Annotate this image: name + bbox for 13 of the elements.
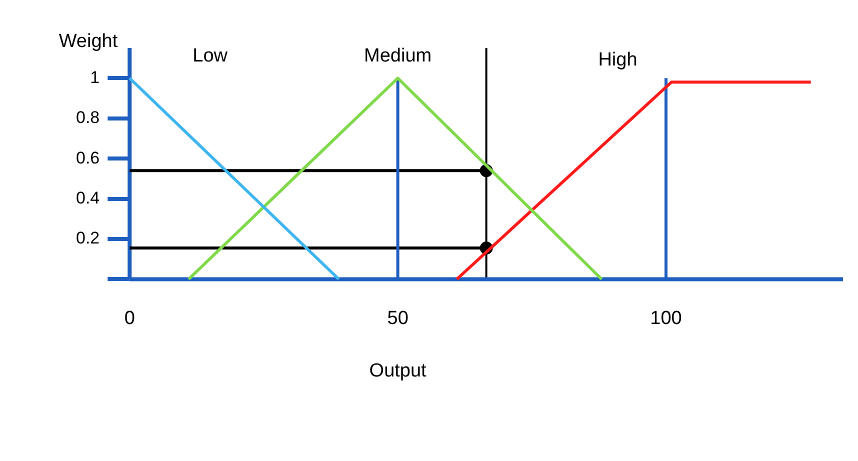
x-tick-label: 0 [124,308,135,329]
y-tick-label: 0.2 [76,228,100,248]
text: Low [192,45,228,66]
y-tick-label: 1 [90,68,100,87]
y-axis-title: Weight [58,31,118,52]
series-label: High [598,49,638,70]
x-tick-label: 50 [387,308,408,329]
series-label: Medium [364,45,432,66]
x-axis-title: Output [369,360,428,382]
x-tick-label: 100 [650,308,682,329]
y-tick-label: 0.4 [76,188,100,208]
y-tick-label: 0.6 [76,148,100,168]
y-tick-label: 0.8 [76,108,100,128]
